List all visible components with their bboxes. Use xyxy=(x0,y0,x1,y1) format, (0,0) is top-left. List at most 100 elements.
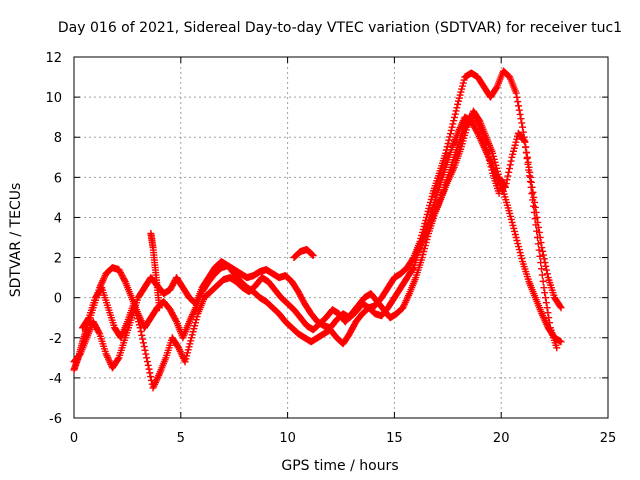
data-point xyxy=(139,339,147,347)
data-point xyxy=(139,335,147,343)
x-tick-labels: 0 5 10 15 20 25 xyxy=(70,431,616,446)
data-point xyxy=(525,166,533,174)
x-tick-label: 25 xyxy=(600,431,617,446)
data-point xyxy=(449,120,457,128)
data-point xyxy=(146,369,154,377)
data-point xyxy=(446,130,454,138)
data-point xyxy=(444,139,452,147)
y-tick-label: -4 xyxy=(49,372,62,387)
data-point xyxy=(531,215,539,223)
data-point xyxy=(141,346,149,354)
data-point xyxy=(530,202,538,210)
data-point xyxy=(538,271,546,279)
data-point xyxy=(308,250,316,258)
data-point xyxy=(524,160,532,168)
y-tick-labels: -6 -4 -2 0 2 4 6 8 10 12 xyxy=(45,51,62,427)
data-point xyxy=(145,365,153,373)
data-point xyxy=(447,126,455,134)
data-point xyxy=(521,143,529,151)
y-tick-label: 2 xyxy=(54,252,62,267)
data-point xyxy=(545,314,553,322)
data-point xyxy=(442,149,450,157)
data-point xyxy=(138,331,146,339)
data-point xyxy=(522,149,530,157)
data-point xyxy=(539,277,547,285)
plot-frame xyxy=(73,56,609,419)
data-point xyxy=(172,316,180,324)
data-point xyxy=(542,294,550,302)
data-point xyxy=(535,246,543,254)
data-point xyxy=(513,93,521,101)
y-tick-label: 8 xyxy=(54,131,62,146)
data-point xyxy=(530,208,538,216)
data-point xyxy=(504,72,512,80)
x-axis-label: GPS time / hours xyxy=(281,458,398,474)
data-point xyxy=(485,156,493,164)
data-point xyxy=(539,247,547,255)
data-point xyxy=(532,221,540,229)
data-point xyxy=(506,161,514,169)
data-point xyxy=(417,239,425,247)
y-axis-label: SDTVAR / TECUs xyxy=(8,183,24,298)
data-point xyxy=(484,150,492,158)
data-point xyxy=(520,136,528,144)
data-point xyxy=(507,157,515,165)
data-point xyxy=(485,153,493,161)
data-point xyxy=(515,102,523,110)
data-point xyxy=(143,358,151,366)
data-point xyxy=(144,361,152,369)
data-point xyxy=(544,309,552,317)
data-point xyxy=(557,338,565,346)
data-point xyxy=(546,319,554,327)
data-point xyxy=(523,155,531,163)
data-point xyxy=(556,302,564,310)
data-point xyxy=(541,289,549,297)
data-marks xyxy=(70,67,565,392)
data-point xyxy=(137,328,145,336)
y-tick-label: 0 xyxy=(54,292,62,307)
x-tick-label: 10 xyxy=(279,431,296,446)
data-point xyxy=(446,133,454,141)
data-point xyxy=(142,350,150,358)
data-point xyxy=(452,107,460,115)
data-point xyxy=(538,265,546,273)
data-point xyxy=(543,270,551,278)
data-point xyxy=(84,315,92,323)
data-point xyxy=(505,165,513,173)
data-point xyxy=(450,113,458,121)
data-point xyxy=(533,227,541,235)
x-tick-label: 20 xyxy=(493,431,510,446)
data-point xyxy=(543,304,551,312)
data-point xyxy=(501,183,509,191)
data-point xyxy=(553,344,561,352)
data-point xyxy=(147,373,155,381)
data-point xyxy=(482,143,490,151)
data-point xyxy=(536,252,544,260)
data-point xyxy=(529,188,537,196)
data-point xyxy=(512,89,520,97)
data-point xyxy=(543,266,551,274)
data-point xyxy=(542,299,550,307)
axis-ticks xyxy=(73,56,609,419)
data-point xyxy=(503,176,511,184)
data-point xyxy=(514,98,522,106)
data-point xyxy=(539,251,547,259)
data-point xyxy=(97,285,105,293)
data-point xyxy=(534,234,542,241)
data-point xyxy=(409,265,417,273)
data-point xyxy=(483,147,491,155)
data-point xyxy=(136,324,144,332)
data-point xyxy=(518,119,526,127)
data-point xyxy=(557,304,565,312)
data-point xyxy=(309,252,317,260)
data-point xyxy=(445,136,453,144)
data-point xyxy=(120,276,128,284)
data-point xyxy=(537,259,545,267)
data-point xyxy=(486,160,494,168)
y-tick-label: 10 xyxy=(45,91,62,106)
data-point xyxy=(143,354,151,362)
data-point xyxy=(95,328,103,336)
data-point xyxy=(519,123,527,131)
data-point xyxy=(448,123,456,131)
